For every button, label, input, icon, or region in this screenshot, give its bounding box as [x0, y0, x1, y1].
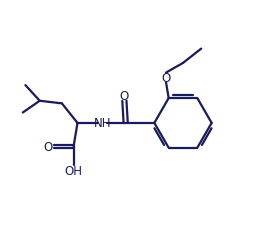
Text: O: O — [120, 89, 129, 102]
Text: O: O — [162, 72, 171, 84]
Text: NH: NH — [94, 117, 112, 130]
Text: OH: OH — [65, 164, 83, 177]
Text: O: O — [44, 140, 53, 153]
